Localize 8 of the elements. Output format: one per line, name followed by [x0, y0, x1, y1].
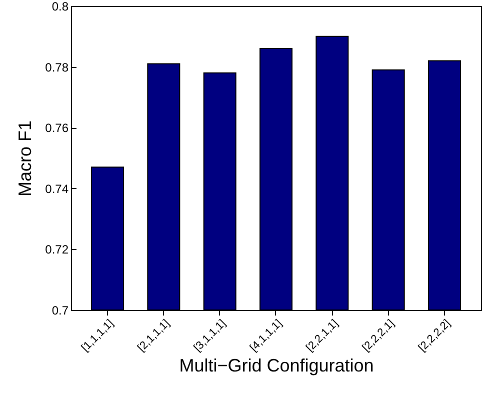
y-tick-label: 0.74: [45, 182, 69, 196]
y-tick-label: 0.76: [45, 121, 69, 136]
y-axis-title: Macro F1: [15, 120, 36, 197]
y-tick-label: 0.7: [52, 304, 69, 318]
y-tick-label: 0.72: [45, 242, 69, 257]
y-tick-label: 0.8: [52, 0, 69, 14]
x-axis-title: Multi−Grid Configuration: [179, 355, 374, 376]
y-tick-label: 0.78: [45, 60, 69, 74]
